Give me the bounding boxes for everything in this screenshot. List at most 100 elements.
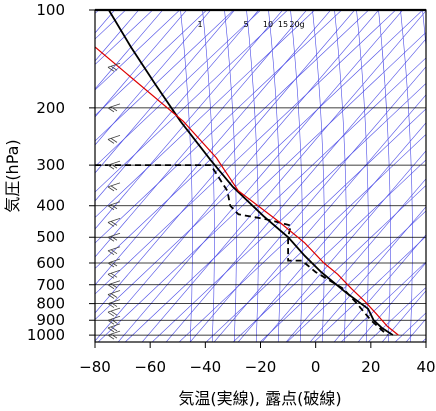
wind-barb [107,299,121,308]
y-tick-label: 400 [36,197,65,215]
wind-barb [107,160,121,170]
isotherm-line [394,312,426,342]
adiabat-line [95,10,356,314]
adiabat-line [213,94,426,342]
moist-adiabat-line [422,10,426,51]
isotherm-line [421,337,426,342]
isotherm-line [286,210,426,342]
adiabat-line [95,10,236,174]
x-axis-label: 気温(実線), 露点(破線) [178,389,341,408]
y-tick-label: 200 [36,99,65,117]
mixing-ratio-label: 5 [243,20,248,29]
adiabat-line [237,122,426,342]
dewpoint-line [95,164,389,336]
isotherm-line [232,159,426,342]
x-tick-label: −20 [245,358,277,376]
reference-line [95,46,399,336]
isotherm-line [124,57,426,342]
isotherm-line [340,261,426,342]
adiabat-line [117,10,404,342]
adiabat-line [189,66,426,342]
mixing-ratio-label: 10 [263,20,273,29]
isotherm-line [95,10,343,244]
adiabat-line [333,234,426,342]
wind-barb [107,307,121,317]
adiabat-line [357,262,426,342]
y-tick-label: 300 [36,156,65,174]
isotherm-line [95,10,208,116]
wind-barb [107,330,121,340]
moist-adiabat-line [290,10,303,342]
moist-adiabat-line [334,10,347,342]
moist-adiabat-line [202,10,215,342]
adiabat-line [95,10,332,286]
adiabat-line [95,10,380,342]
adiabat-line [381,290,426,342]
adiabat-line [165,38,426,342]
moist-adiabat-line [378,10,391,342]
y-axis-label: 気圧(hPa) [3,139,22,212]
wind-barb [107,315,121,325]
x-tick-label: −60 [134,358,166,376]
wind-barbs [107,62,121,340]
isotherm-line [95,10,262,167]
wind-barb [107,290,121,299]
y-tick-label: 1000 [27,326,65,344]
isotherm-line [95,10,397,295]
series-group [95,10,399,336]
isotherm-line [95,10,154,65]
wind-barb [107,134,121,144]
adiabat-line [95,10,164,90]
moist-adiabat-line [224,10,237,342]
y-tick-label: 800 [36,295,65,313]
wind-barb [107,323,121,333]
y-tick-label: 900 [36,311,65,329]
isotherm-line [367,286,426,342]
temperature-line [108,10,394,336]
isotherm-line [151,82,426,342]
y-tick-label: 700 [36,276,65,294]
x-tick-label: 40 [416,358,435,376]
wind-barb [107,280,121,290]
mixing-ratio-label: 15 [278,20,288,29]
isotherm-line [313,235,426,342]
background-lines [95,5,436,355]
y-tick-label: 600 [36,254,65,272]
x-tick-label: −40 [190,358,222,376]
mixing-ratio-label: 20g [289,20,304,29]
isotherm-line [95,10,370,269]
isotherm-line [95,10,316,218]
isotherm-line [205,133,426,342]
adiabat-line [95,10,284,230]
isotherm-line [95,10,235,142]
adiabat-line [261,150,426,342]
moist-adiabat-line [246,10,259,342]
adiabat-line [95,10,212,146]
wind-barb [107,246,121,256]
x-ticks: −80 −60 −40 −20 0 20 40 [79,342,436,376]
wind-barb [107,103,121,113]
wind-barb [107,258,121,268]
isotherm-line [178,108,426,342]
adiabat-line [141,10,426,342]
wind-barb [107,232,121,242]
adiabat-line [95,10,308,258]
wind-barb [107,182,121,192]
moist-adiabat-line [268,10,281,342]
isotherm-line [95,10,289,193]
isotherm-line [95,10,424,320]
wind-barb [107,201,121,211]
y-tick-label: 100 [36,1,65,19]
wind-barb [107,217,121,227]
x-tick-label: −80 [79,358,111,376]
isotherm-line [95,10,181,91]
adiabat-line [419,5,436,355]
wind-barb [107,269,121,279]
moist-adiabat-line [180,10,193,342]
adiabat-line [95,10,260,202]
adiabat-line [309,206,426,342]
mixing-ratio-label: 1 [197,20,202,29]
